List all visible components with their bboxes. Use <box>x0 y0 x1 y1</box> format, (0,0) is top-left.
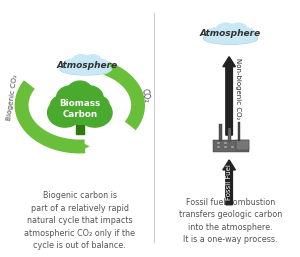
Text: Biogenic carbon is
part of a relatively rapid
natural cycle that impacts
atmosph: Biogenic carbon is part of a relatively … <box>24 191 135 250</box>
Ellipse shape <box>61 64 110 74</box>
Circle shape <box>71 55 91 71</box>
Text: Fossil fuel combustion
transfers geologic carbon
into the atmosphere.
It is a on: Fossil fuel combustion transfers geologi… <box>179 198 282 244</box>
Circle shape <box>63 59 80 74</box>
Bar <box>218 142 220 144</box>
Bar <box>238 122 240 141</box>
Text: Atmosphere: Atmosphere <box>57 61 118 70</box>
Bar <box>213 140 249 152</box>
Ellipse shape <box>204 32 258 44</box>
Bar <box>218 146 220 148</box>
Circle shape <box>48 98 82 127</box>
Circle shape <box>51 96 73 115</box>
FancyArrow shape <box>223 57 236 135</box>
Text: Fossil Fuel: Fossil Fuel <box>226 164 232 200</box>
Text: Atmosphere: Atmosphere <box>200 29 261 38</box>
FancyArrow shape <box>223 160 236 205</box>
Bar <box>76 118 84 134</box>
Circle shape <box>67 81 92 102</box>
Bar <box>236 140 249 150</box>
Circle shape <box>240 28 255 41</box>
Text: Biogenic CO₂: Biogenic CO₂ <box>6 74 19 121</box>
Circle shape <box>56 86 85 110</box>
Bar <box>224 142 227 144</box>
Text: CO₂: CO₂ <box>140 87 151 103</box>
Circle shape <box>228 23 248 39</box>
Ellipse shape <box>205 33 256 44</box>
Ellipse shape <box>205 31 256 45</box>
Bar <box>228 128 231 141</box>
Bar <box>231 146 234 148</box>
Circle shape <box>86 96 109 115</box>
Text: Non-biogenic CO₂: Non-biogenic CO₂ <box>236 58 242 119</box>
Ellipse shape <box>60 63 111 75</box>
Ellipse shape <box>61 62 110 76</box>
Text: Biomass
Carbon: Biomass Carbon <box>59 99 100 119</box>
Bar <box>224 146 227 148</box>
Circle shape <box>84 55 102 70</box>
Circle shape <box>215 23 236 40</box>
Circle shape <box>58 89 101 124</box>
Circle shape <box>77 98 112 127</box>
Circle shape <box>95 60 109 72</box>
Bar <box>219 124 222 141</box>
Circle shape <box>74 86 103 110</box>
Circle shape <box>206 28 224 43</box>
